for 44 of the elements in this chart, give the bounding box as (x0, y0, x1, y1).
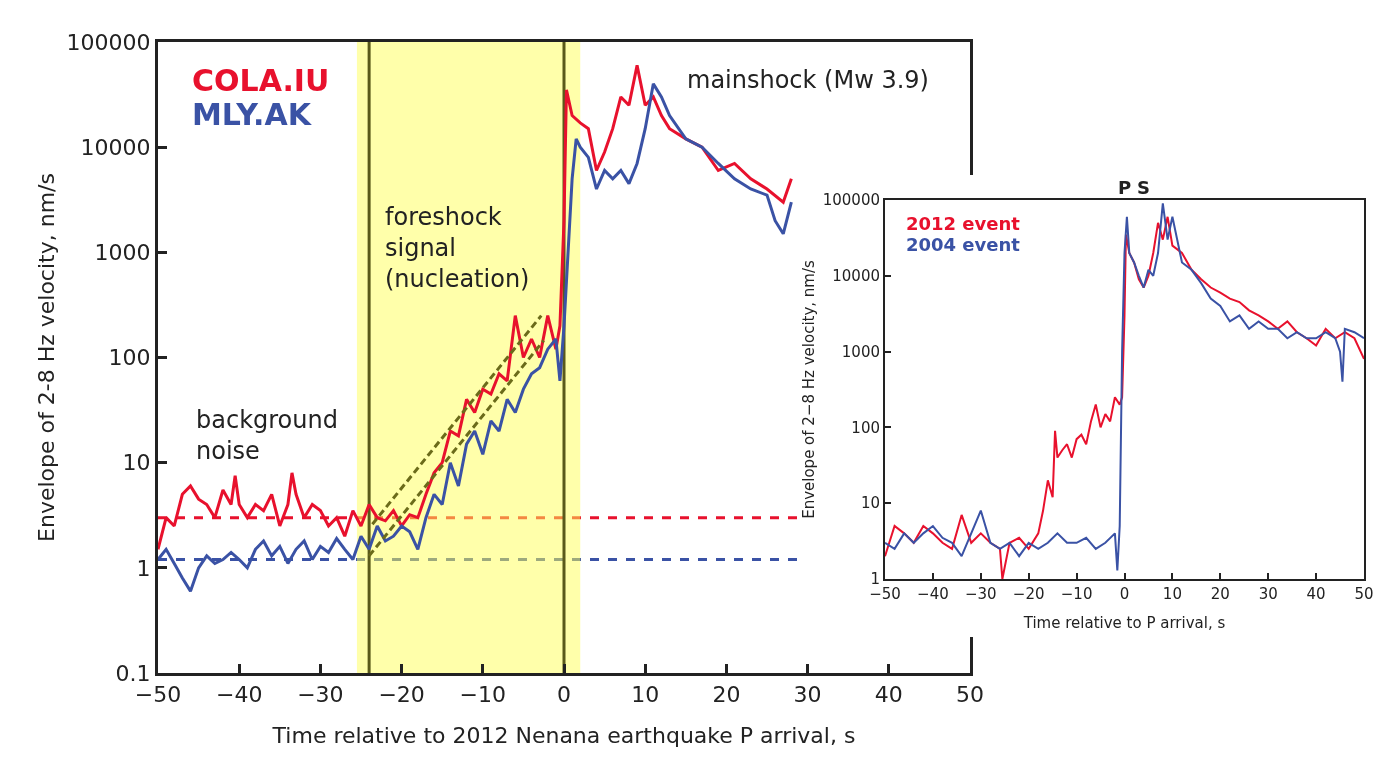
x-tick-label: 20 (712, 682, 741, 708)
y-axis-title: Envelope of 2−8 Hz velocity, nm/s (800, 259, 818, 519)
y-tick-label: 10 (122, 450, 151, 476)
text: S (1137, 177, 1150, 198)
annotation: background noise (196, 406, 338, 466)
x-tick-label: −20 (1012, 585, 1045, 603)
x-tick-label: −20 (378, 682, 425, 708)
x-tick-label: −40 (917, 585, 949, 603)
text: 2012 event (906, 213, 1021, 234)
annotation: foreshock signal (nucleation) (385, 203, 530, 294)
y-tick-label: 100 (108, 345, 151, 371)
text: P (1118, 177, 1132, 198)
y-tick-label: 100000 (822, 191, 880, 210)
y-tick-label: 10000 (832, 267, 880, 286)
annotation: mainshock (Mw 3.9) (687, 66, 929, 94)
x-tick-label: −30 (297, 682, 344, 708)
x-tick-label: 0 (557, 682, 571, 708)
y-tick-label: 100 (851, 418, 880, 437)
x-tick-label: 20 (1210, 585, 1230, 603)
text: 2004 event (906, 234, 1021, 255)
x-tick-label: 30 (793, 682, 822, 708)
x-tick-label: −40 (215, 682, 263, 708)
text: COLA.IU (192, 63, 330, 98)
x-tick-label: 10 (631, 682, 660, 708)
y-axis-title: Envelope of 2-8 Hz velocity, nm/s (34, 173, 60, 542)
x-tick-label: 30 (1258, 585, 1278, 603)
x-axis-title: Time relative to 2012 Nenana earthquake P arrival, s (271, 723, 856, 749)
x-tick-label: 40 (1306, 585, 1326, 603)
x-tick-label: 40 (874, 682, 903, 708)
x-tick-label: 0 (1119, 585, 1130, 603)
x-tick-label: −30 (964, 585, 997, 603)
x-tick-label: −10 (1060, 585, 1093, 603)
y-tick-label: 10000 (80, 134, 151, 160)
x-tick-label: 50 (1354, 585, 1374, 603)
x-tick-label: 50 (956, 682, 984, 708)
text: MLY.AK (192, 97, 313, 132)
x-tick-label: −10 (459, 682, 507, 708)
y-tick-label: 10 (860, 494, 880, 513)
x-axis-title: Time relative to P arrival, s (1022, 613, 1226, 632)
y-tick-label: 1000 (841, 342, 880, 361)
y-tick-label: 1000 (94, 240, 151, 266)
x-tick-label: 10 (1162, 585, 1182, 603)
y-tick-label: 1 (136, 555, 151, 581)
y-tick-label: 100000 (66, 29, 151, 55)
